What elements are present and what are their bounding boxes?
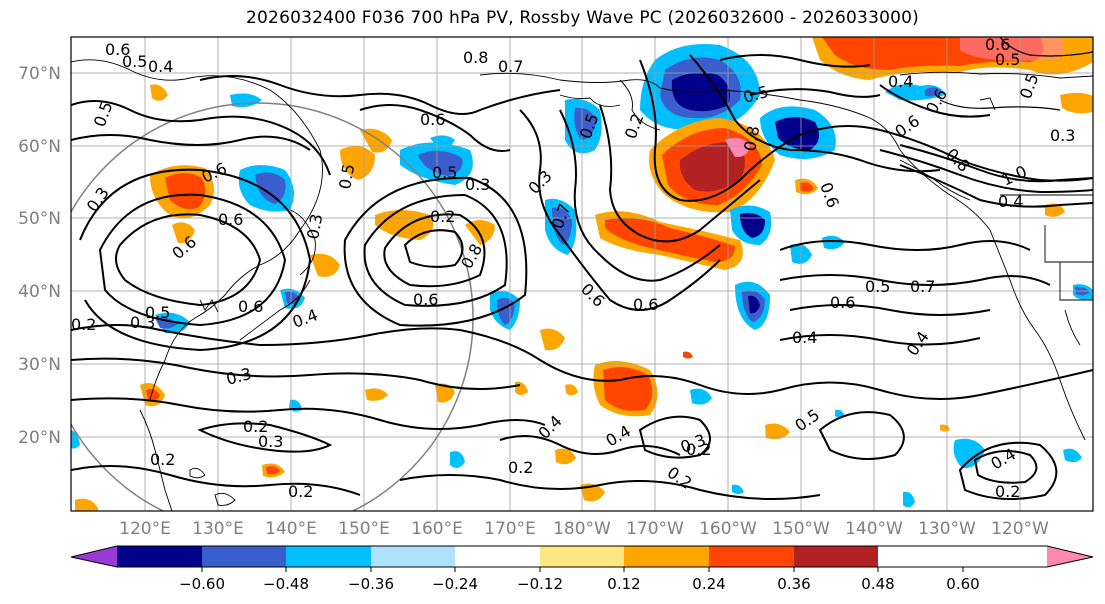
colorbar-tick-label: −0.48 (263, 575, 309, 593)
contour-label: 0.4 (888, 72, 913, 91)
contour-label: 0.2 (243, 417, 268, 436)
colorbar-tick-label: 0.36 (777, 575, 810, 593)
map-frame (70, 36, 1094, 512)
contour-label: 0.2 (686, 440, 711, 459)
colorbar-tick-label: −0.24 (432, 575, 478, 593)
colorbar-tick-label: 0.12 (607, 575, 640, 593)
contour-label: 0.2 (508, 458, 533, 477)
contour-label: 0.3 (1050, 126, 1075, 145)
contour-label: 0.5 (865, 277, 890, 296)
lat-label: 30°N (18, 355, 61, 375)
lat-label: 50°N (18, 209, 61, 229)
contour-label: 0.7 (910, 277, 935, 296)
contour-label: 0.6 (830, 293, 855, 312)
contour-label: 0.5 (145, 303, 170, 322)
lat-label: 40°N (18, 282, 61, 302)
colorbar-segment (117, 546, 202, 567)
contour-label: 0.2 (71, 315, 96, 334)
colorbar-tick-label: −0.60 (179, 575, 225, 593)
contour-label: 0.8 (463, 48, 488, 67)
longitude-axis: 120°E 130°E 140°E 150°E 160°E 170°E 180°… (119, 519, 1049, 539)
colorbar-segment (202, 546, 286, 567)
colorbar-max-extend (1047, 546, 1093, 567)
latitude-axis: 70°N 60°N 50°N 40°N 30°N 20°N (18, 64, 61, 448)
lat-label: 20°N (18, 428, 61, 448)
contour-label: 0.6 (633, 295, 658, 314)
lon-label: 170°W (626, 519, 684, 539)
contour-label: 0.4 (148, 57, 173, 76)
lon-label: 160°W (699, 519, 757, 539)
lon-label: 170°E (484, 519, 536, 539)
colorbar-tick-label: −0.12 (517, 575, 563, 593)
colorbar-segment (455, 546, 540, 567)
colorbar-segment (286, 546, 371, 567)
contour-label: 0.6 (985, 35, 1010, 54)
colorbar-min-extend (71, 546, 117, 567)
colorbar-segment (371, 546, 455, 567)
lon-label: 120°E (119, 519, 171, 539)
contour-label: 0.3 (303, 212, 326, 240)
reference-circle (71, 102, 474, 511)
contour-label: 0.7 (498, 57, 523, 76)
colorbar-segment (624, 546, 709, 567)
lon-label: 150°W (772, 519, 830, 539)
pv-contours (71, 54, 1093, 500)
colorbar-segment (794, 546, 878, 567)
contour-label: 0.6 (105, 40, 130, 59)
colorbar-outline (70, 545, 1094, 568)
contour-label: 0.4 (998, 192, 1023, 211)
lon-label: 180°W (553, 519, 611, 539)
contour-label: 0.5 (335, 162, 358, 190)
contour-label: 0.6 (420, 110, 445, 129)
colorbar-tick-label: 0.48 (861, 575, 894, 593)
lon-label: 120°W (991, 519, 1049, 539)
contour-label: 0.2 (430, 207, 455, 226)
lon-label: 140°W (845, 519, 903, 539)
pv-contours-thin (939, 37, 1093, 111)
lon-label: 160°E (411, 519, 463, 539)
contour-label: 0.6 (238, 297, 263, 316)
contour-label: 0.5 (995, 50, 1020, 69)
contour-label: 0.2 (995, 482, 1020, 501)
lat-label: 60°N (18, 137, 61, 157)
contour-label: 0.5 (122, 52, 147, 71)
anomaly-shading (71, 37, 1093, 511)
contour-label: 0.6 (218, 210, 243, 229)
colorbar-tick-label: 0.24 (692, 575, 725, 593)
contour-label: 0.3 (465, 175, 490, 194)
colorbar-segment (709, 546, 794, 567)
contour-label: 0.6 (413, 290, 438, 309)
colorbar-segment (540, 546, 624, 567)
contour-label: 0.8 (740, 124, 763, 152)
colorbar: −0.60 −0.48 −0.36 −0.24 −0.12 0.12 0.24 … (70, 545, 1094, 593)
lon-label: 130°E (192, 519, 244, 539)
colorbar-tick-label: −0.36 (348, 575, 394, 593)
lon-label: 140°E (265, 519, 317, 539)
contour-label: 0.4 (792, 328, 817, 347)
map-title: 2026032400 F036 700 hPa PV, Rossby Wave … (246, 8, 919, 28)
contour-label: 0.3 (258, 432, 283, 451)
contour-label: 0.3 (130, 313, 155, 332)
lon-label: 130°W (918, 519, 976, 539)
lon-label: 150°E (338, 519, 390, 539)
contour-label: 0.2 (150, 450, 175, 469)
colorbar-tick-label: 0.60 (946, 575, 979, 593)
lat-label: 70°N (18, 64, 61, 84)
contour-label: 0.5 (432, 163, 457, 182)
contour-label: 0.2 (288, 482, 313, 501)
